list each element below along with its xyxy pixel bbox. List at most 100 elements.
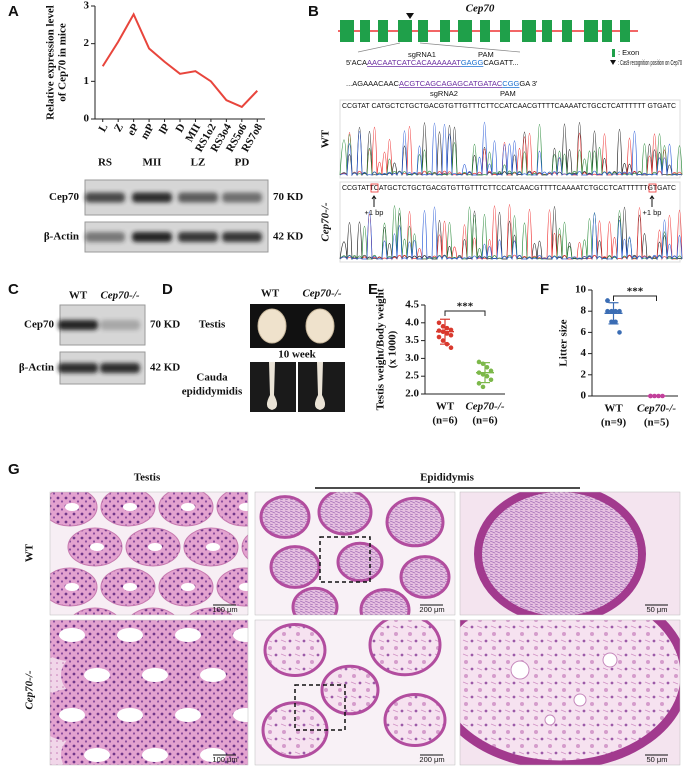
lumen xyxy=(84,668,110,682)
duct xyxy=(259,495,311,539)
y-tick-label: 10 xyxy=(575,284,587,296)
lumen xyxy=(59,708,85,722)
duct xyxy=(474,492,646,615)
lumen xyxy=(123,503,137,511)
arrow xyxy=(649,195,655,207)
genotype-label: WT xyxy=(261,288,280,300)
trace xyxy=(339,121,683,177)
trace xyxy=(339,206,683,261)
y-axis-label: of Cep70 in mice xyxy=(57,23,69,102)
data-point xyxy=(609,308,614,314)
tubule xyxy=(73,607,117,615)
panel-label: G xyxy=(8,461,20,478)
duct xyxy=(359,588,411,615)
size-label: 42 KD xyxy=(150,362,180,374)
size-label: 70 KD xyxy=(150,319,180,331)
blot-band xyxy=(132,192,172,203)
duct xyxy=(269,545,321,589)
read-sequence: CCGTAT CATGCTCTGCTGACGTGTTGTTTCTTCCATCAA… xyxy=(342,101,677,110)
lumen xyxy=(206,543,220,551)
micrograph xyxy=(255,492,455,615)
lumen xyxy=(181,503,195,511)
y-tick-label: 1 xyxy=(84,75,90,87)
vacuole xyxy=(573,693,587,707)
blot-band xyxy=(178,232,218,242)
frame xyxy=(49,619,249,766)
protein-label: β-Actin xyxy=(19,362,54,374)
scale-bar-label: 100 μm xyxy=(212,605,237,614)
genotype-label: Cep70-/- xyxy=(302,288,341,300)
scale-bar-label: 100 μm xyxy=(212,755,237,764)
sequence-part: AACAATCATCACAAAAAAT xyxy=(367,58,461,67)
significance: *** xyxy=(627,286,644,298)
exon xyxy=(584,20,598,42)
lumen xyxy=(90,543,104,551)
vacuole xyxy=(544,714,556,726)
y-tick-label: 3 xyxy=(84,0,90,12)
y-tick-label: 4.5 xyxy=(405,299,419,311)
y-tick-label: 3.5 xyxy=(405,334,419,346)
y-axis-label: Litter size xyxy=(558,319,570,366)
panel-label: D xyxy=(162,281,173,298)
tubule xyxy=(61,729,129,765)
duct xyxy=(460,620,680,765)
tubule xyxy=(216,492,248,527)
duct xyxy=(320,664,380,716)
lumen xyxy=(123,583,137,591)
group-size: (n=6) xyxy=(472,415,498,427)
x-tick-label: eP xyxy=(125,122,141,138)
blot-band xyxy=(222,232,262,242)
micrograph xyxy=(460,620,680,765)
column-label: Epididymis xyxy=(420,472,475,484)
vacuole xyxy=(602,652,618,668)
sgrna-label: PAM xyxy=(478,50,494,59)
y-tick-label: 2.0 xyxy=(405,388,419,400)
y-axis-label: Testis weight/Body weight xyxy=(375,288,387,410)
x-tick-label: mP xyxy=(139,122,157,142)
blot-band xyxy=(58,320,98,330)
legend-cas9 xyxy=(610,60,616,65)
panel-label: A xyxy=(8,3,19,20)
scale-bar-label: 50 μm xyxy=(647,755,668,764)
frame xyxy=(49,491,249,616)
lane-label: RS xyxy=(98,157,112,169)
x-tick-label: Z xyxy=(112,122,126,134)
blot-band xyxy=(178,192,218,203)
epididymis xyxy=(314,362,326,410)
protein-label: β-Actin xyxy=(44,231,79,243)
data-point xyxy=(444,325,450,331)
exon xyxy=(340,20,354,42)
data-point xyxy=(484,365,490,370)
insertion-label: +1 bp xyxy=(643,208,662,217)
lumen xyxy=(84,748,110,762)
y-axis-label: (x 1000) xyxy=(387,330,399,368)
data-point xyxy=(605,308,610,314)
protein-label: Cep70 xyxy=(49,191,79,203)
panel-label: F xyxy=(540,281,549,298)
exon xyxy=(620,20,630,42)
y-tick-label: 2 xyxy=(581,368,587,380)
exon xyxy=(398,20,412,42)
exon xyxy=(480,20,490,42)
tubule xyxy=(177,729,245,765)
insertion-box xyxy=(648,183,657,193)
row-label: Cep70-/- xyxy=(24,670,36,709)
tubule xyxy=(235,654,248,696)
tubule xyxy=(119,729,187,765)
row-label: Testis xyxy=(199,319,226,331)
duct xyxy=(385,496,445,548)
duct xyxy=(336,541,384,583)
group-size: (n=5) xyxy=(644,417,670,429)
group-size: (n=9) xyxy=(601,417,627,429)
lumen xyxy=(148,543,162,551)
data-point xyxy=(617,330,622,335)
lumen xyxy=(239,583,248,591)
tubule xyxy=(216,567,248,607)
data-point xyxy=(436,334,442,340)
y-tick-label: 0 xyxy=(581,390,587,402)
tubule xyxy=(235,734,248,765)
data-point xyxy=(613,319,618,325)
duct xyxy=(317,492,373,536)
data-point xyxy=(476,359,482,365)
